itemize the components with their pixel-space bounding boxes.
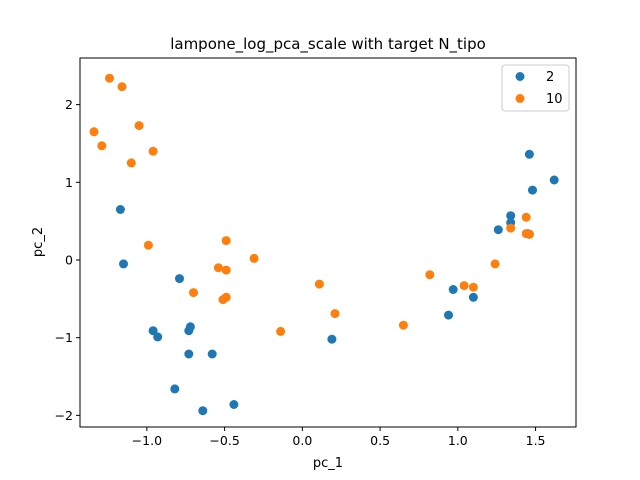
point-series-10-9 [249,253,259,263]
point-series-10-8 [221,236,231,246]
point-series-2-20 [528,185,537,195]
point-series-2-10 [198,406,208,416]
x-tick-label: 1.5 [526,433,546,448]
x-axis-label: pc_1 [313,456,343,471]
point-series-10-11 [221,265,231,275]
point-series-10-3 [148,146,158,156]
legend-marker-10 [515,94,525,103]
y-tick-label: −2 [55,408,73,423]
point-series-10-18 [398,320,408,330]
point-series-10-6 [97,141,107,151]
legend-label-2: 2 [546,70,554,85]
point-series-2-2 [175,274,184,284]
point-series-10-7 [143,240,153,250]
point-series-10-19 [425,270,435,280]
chart-title: lampone_log_pca_scale with target N_tipo [170,35,486,54]
point-series-2-12 [327,334,337,344]
point-series-10-20 [459,281,469,291]
point-series-2-0 [115,205,125,214]
plot-frame [79,57,577,428]
point-series-10-15 [276,326,286,336]
point-series-10-23 [506,223,516,233]
point-series-10-22 [490,259,500,269]
point-series-2-11 [229,400,239,409]
x-tick-label: 1.0 [448,433,468,448]
point-series-2-13 [444,310,453,320]
points-layer [89,73,559,416]
point-series-10-4 [126,158,136,168]
point-series-10-14 [221,292,231,302]
point-series-2-18 [506,211,516,221]
point-series-2-4 [153,332,163,342]
point-series-10-12 [189,288,198,298]
point-series-10-17 [330,309,340,319]
y-axis-label: pc_2 [31,227,46,257]
point-series-10-0 [105,73,114,83]
y-axis-ticks: −2 −1 0 1 2 [55,97,80,423]
legend-label-10: 10 [546,92,563,107]
point-series-2-21 [549,175,559,185]
y-tick-label: 1 [65,175,73,190]
point-series-10-1 [117,82,127,92]
point-series-2-15 [468,292,478,302]
x-tick-label: 0.5 [370,433,390,448]
point-series-2-9 [170,384,180,394]
x-tick-label: 0.0 [292,433,312,448]
x-tick-label: −1.0 [132,433,162,448]
legend-marker-2 [515,72,525,81]
point-series-2-8 [207,349,217,359]
x-tick-label: −0.5 [209,433,239,448]
point-series-2-3 [148,326,158,336]
point-series-2-16 [493,225,503,235]
y-tick-label: −1 [55,330,73,345]
point-series-2-6 [185,322,195,332]
point-series-10-2 [134,121,144,131]
x-axis-ticks: −1.0 −0.5 0.0 0.5 1.0 1.5 [132,427,546,448]
point-series-2-7 [184,349,194,359]
point-series-10-10 [213,263,223,273]
point-series-10-21 [468,282,478,292]
point-series-2-14 [448,285,458,294]
y-tick-label: 2 [65,97,73,112]
y-tick-label: 0 [65,252,73,267]
point-series-2-1 [119,259,128,269]
point-series-10-5 [89,127,99,137]
plot-area [80,58,576,427]
point-series-2-19 [524,149,534,159]
legend: 2 10 [501,64,570,112]
point-series-10-24 [521,212,531,222]
point-series-10-16 [314,279,324,289]
point-series-10-26 [524,229,534,239]
